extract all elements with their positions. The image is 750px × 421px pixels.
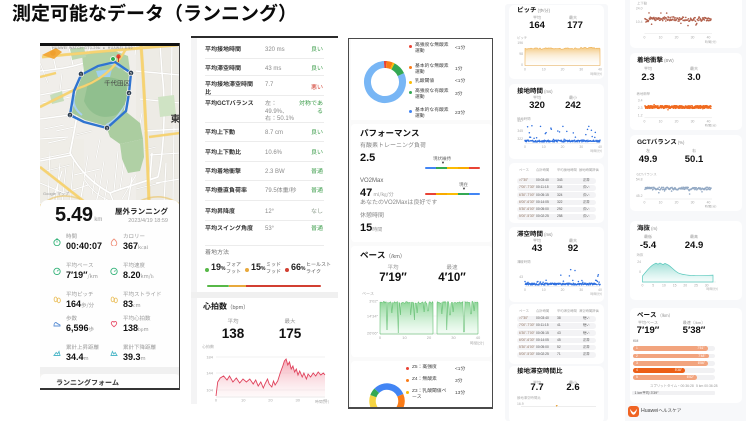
svg-text:10: 10 (542, 288, 546, 292)
svg-text:20: 20 (561, 145, 565, 149)
svg-text:0: 0 (215, 398, 218, 403)
svg-text:20: 20 (561, 68, 565, 72)
svg-text:0: 0 (643, 120, 645, 124)
svg-text:30: 30 (451, 335, 456, 340)
svg-text:10: 10 (542, 145, 546, 149)
svg-text:着地衝撃: 着地衝撃 (636, 91, 650, 96)
svg-text:時間(分): 時間(分) (315, 399, 329, 404)
svg-text:0: 0 (639, 270, 641, 274)
svg-text:時間(分): 時間(分) (590, 71, 602, 76)
svg-text:24.0: 24.0 (635, 7, 642, 11)
svg-text:5: 5 (652, 284, 654, 288)
svg-text:20: 20 (683, 284, 687, 288)
svg-text:0: 0 (524, 288, 526, 292)
svg-text:0: 0 (643, 201, 645, 205)
svg-text:345: 345 (517, 129, 523, 133)
svg-text:海抜: 海抜 (636, 252, 643, 257)
svg-text:0: 0 (521, 63, 523, 67)
svg-text:1.2: 1.2 (637, 114, 642, 118)
svg-text:0: 0 (379, 335, 382, 340)
svg-text:30: 30 (690, 36, 694, 40)
svg-text:322: 322 (517, 137, 523, 141)
svg-text:千代田区: 千代田区 (104, 78, 131, 88)
svg-text:3′02″: 3′02″ (369, 299, 378, 304)
svg-text:ペース: ペース (362, 291, 374, 297)
svg-text:時間(分): 時間(分) (704, 39, 716, 44)
svg-text:東: 東 (170, 111, 180, 125)
svg-text:20: 20 (674, 201, 678, 205)
svg-text:40: 40 (706, 36, 710, 40)
svg-text:0: 0 (641, 284, 643, 288)
svg-text:20: 20 (427, 335, 432, 340)
svg-text:20: 20 (561, 288, 565, 292)
svg-text:5: 5 (130, 71, 132, 75)
svg-text:10: 10 (402, 335, 407, 340)
svg-text:2.3: 2.3 (637, 106, 642, 110)
svg-text:30: 30 (690, 120, 694, 124)
svg-text:43: 43 (519, 275, 523, 279)
svg-text:25: 25 (694, 284, 698, 288)
svg-text:10: 10 (542, 68, 546, 72)
svg-text:滞空時間: 滞空時間 (517, 259, 531, 264)
svg-text:10: 10 (662, 284, 666, 288)
svg-text:40: 40 (598, 68, 602, 72)
svg-text:30: 30 (296, 398, 301, 403)
svg-text:144: 144 (206, 371, 213, 376)
svg-text:2: 2 (69, 113, 71, 117)
svg-text:20: 20 (674, 120, 678, 124)
svg-text:0: 0 (643, 36, 645, 40)
svg-text:時間(分): 時間(分) (706, 286, 718, 291)
svg-text:0: 0 (524, 68, 526, 72)
svg-text:10: 10 (658, 120, 662, 124)
svg-text:ピッチ: ピッチ (517, 35, 528, 40)
svg-text:20: 20 (674, 36, 678, 40)
svg-text:接地時間: 接地時間 (517, 116, 531, 121)
svg-text:時間(分): 時間(分) (590, 148, 602, 153)
svg-text:24: 24 (637, 260, 641, 264)
svg-text:Google マップ: Google マップ (43, 190, 69, 196)
svg-text:98: 98 (519, 52, 523, 56)
svg-text:GCTバランス: GCTバランス (636, 172, 657, 177)
svg-text:時間(分): 時間(分) (704, 204, 716, 209)
svg-text:10.4: 10.4 (635, 20, 642, 24)
svg-text:3: 3 (106, 126, 108, 130)
svg-text:104: 104 (206, 388, 213, 393)
svg-text:3.4: 3.4 (637, 99, 642, 103)
svg-text:40: 40 (598, 145, 602, 149)
svg-text:30: 30 (579, 288, 583, 292)
svg-text:447: 447 (517, 119, 523, 123)
svg-text:上下動: 上下動 (637, 1, 648, 6)
svg-text:10: 10 (658, 201, 662, 205)
svg-text:20: 20 (268, 398, 273, 403)
svg-text:10: 10 (241, 398, 246, 403)
svg-text:196: 196 (517, 41, 523, 45)
svg-text:4: 4 (128, 91, 130, 95)
svg-text:26′06″: 26′06″ (367, 331, 379, 336)
svg-text:40: 40 (706, 201, 710, 205)
svg-text:30: 30 (704, 284, 708, 288)
svg-text:時間(分): 時間(分) (704, 123, 716, 128)
svg-text:45.2: 45.2 (635, 194, 642, 198)
svg-text:184: 184 (206, 355, 213, 360)
svg-text:40: 40 (323, 398, 328, 403)
svg-text:時間(分): 時間(分) (470, 341, 484, 347)
svg-text:0: 0 (524, 145, 526, 149)
svg-text:1: 1 (80, 72, 82, 76)
svg-text:40: 40 (598, 288, 602, 292)
svg-text:40: 40 (706, 120, 710, 124)
svg-text:30: 30 (579, 68, 583, 72)
svg-text:10: 10 (658, 36, 662, 40)
svg-text:心拍数: 心拍数 (202, 344, 214, 350)
svg-text:54.8: 54.8 (635, 178, 642, 182)
svg-text:30: 30 (690, 201, 694, 205)
svg-text:40: 40 (476, 335, 481, 340)
svg-text:15: 15 (672, 284, 676, 288)
svg-text:14′34″: 14′34″ (367, 314, 379, 319)
svg-text:30: 30 (579, 145, 583, 149)
svg-text:時間(分): 時間(分) (590, 291, 602, 296)
svg-text:84: 84 (519, 260, 523, 264)
